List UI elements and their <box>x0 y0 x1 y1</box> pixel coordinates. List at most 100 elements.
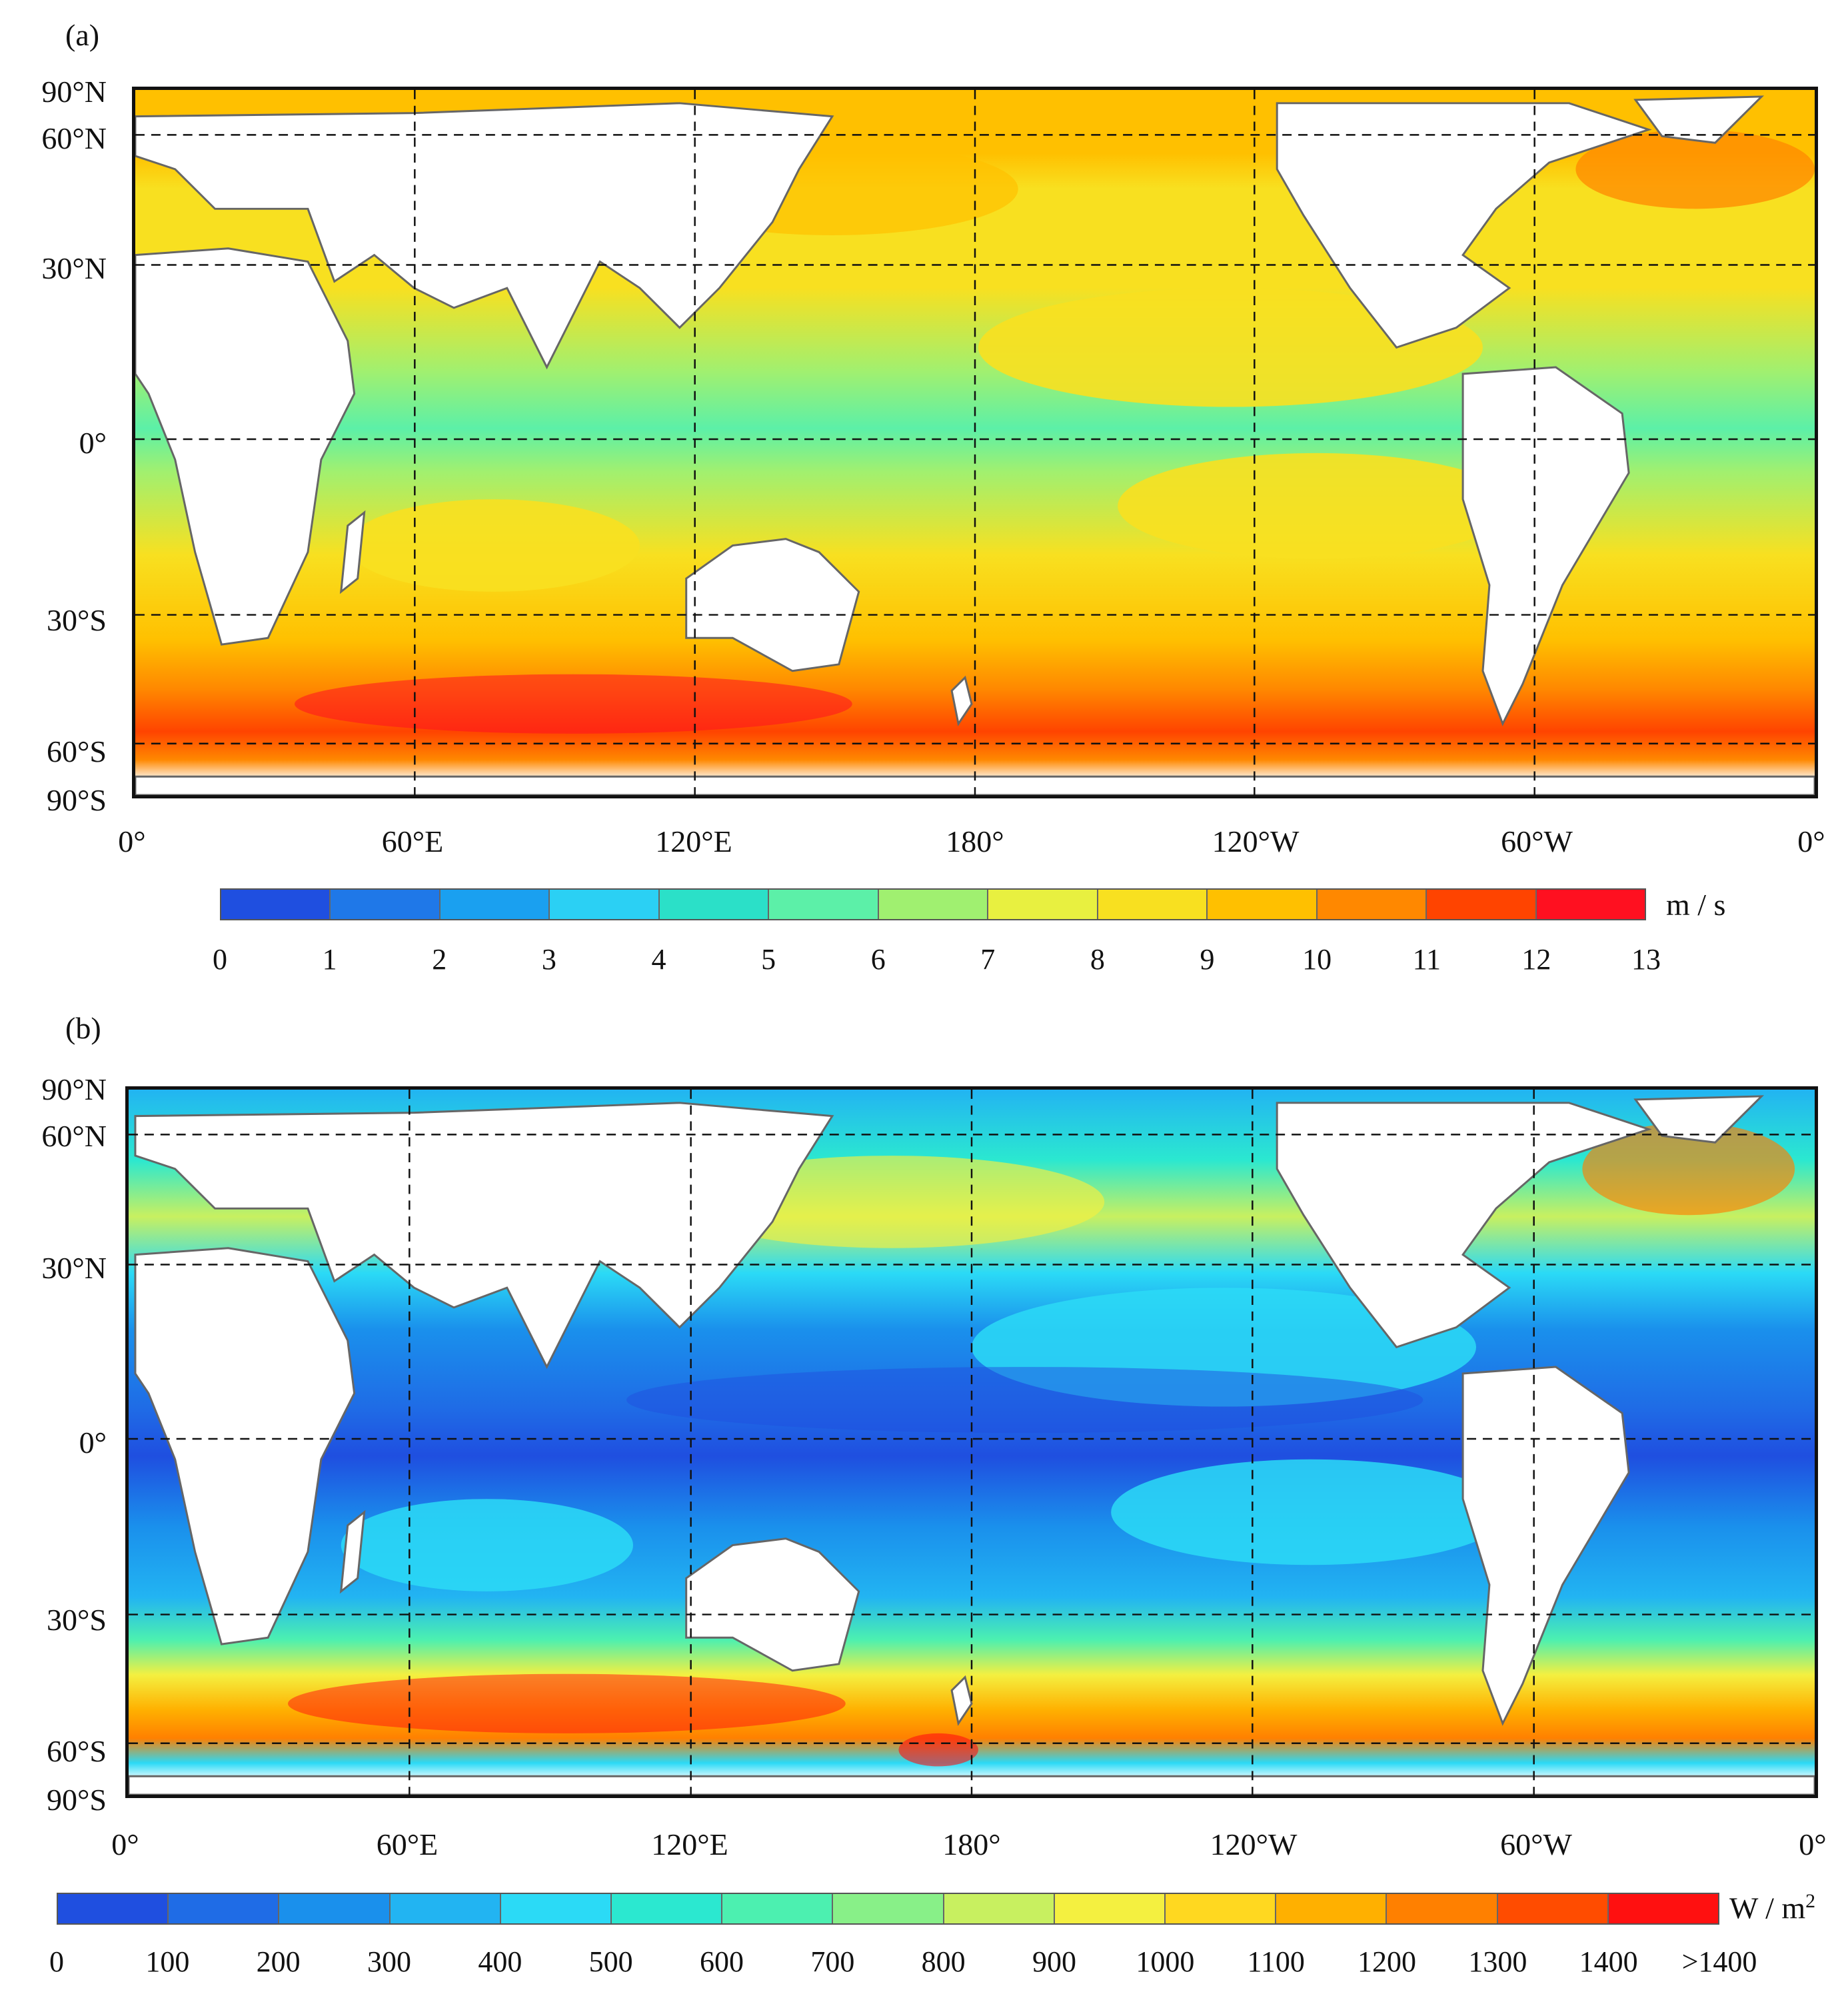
colorbar-tick-label: 500 <box>588 1945 633 1978</box>
lon-label-120e: 120°E <box>655 824 732 858</box>
colorbar-a-seg <box>440 890 550 919</box>
colorbar-a-seg <box>659 890 770 919</box>
colorbar-b-seg <box>279 1894 391 1923</box>
colorbar-tick-label: 200 <box>256 1945 301 1978</box>
colorbar-tick-label: 5 <box>761 943 776 976</box>
colorbar-b-seg <box>833 1894 944 1923</box>
colorbar-tick-label: 4 <box>651 943 666 976</box>
graticule-a <box>135 90 1815 795</box>
colorbar-tick-label: 3 <box>541 943 556 976</box>
colorbar-a-seg <box>331 890 441 919</box>
lat-label-60n: 60°N <box>41 1119 107 1153</box>
colorbar-tick-label: 1100 <box>1247 1945 1305 1978</box>
colorbar-b-seg <box>1608 1894 1719 1923</box>
landmass-b <box>129 1095 1815 1795</box>
lon-label-120w: 120°W <box>1212 824 1300 858</box>
lon-label-0-left: 0° <box>111 1827 139 1861</box>
colorbar-b <box>57 1893 1719 1925</box>
colorbar-tick-label: 800 <box>921 1945 966 1978</box>
colorbar-tick-label: 10 <box>1302 943 1332 976</box>
colorbar-a-seg <box>221 890 331 919</box>
lon-label-120w: 120°W <box>1210 1827 1298 1861</box>
lat-label-90n: 90°N <box>41 1072 107 1106</box>
colorbar-tick-label: 8 <box>1090 943 1105 976</box>
colorbar-a <box>220 888 1646 920</box>
colorbar-tick-label: 100 <box>145 1945 190 1978</box>
colorbar-b-unit: W / m2 <box>1729 1891 1815 1923</box>
panel-b-label: (b) <box>65 1011 101 1045</box>
lon-label-180: 180° <box>942 1827 1001 1861</box>
map-a-canvas <box>135 90 1815 795</box>
colorbar-a-seg <box>988 890 1098 919</box>
colorbar-a-seg <box>1536 890 1645 919</box>
colorbar-a-seg <box>550 890 660 919</box>
colorbar-b-seg <box>1054 1894 1166 1923</box>
lon-label-60w: 60°W <box>1500 1827 1572 1861</box>
colorbar-tick-label: 700 <box>810 1945 855 1978</box>
colorbar-tick-label: 1000 <box>1136 1945 1195 1978</box>
colorbar-tick-label: 13 <box>1631 943 1661 976</box>
colorbar-b-seg <box>612 1894 723 1923</box>
colorbar-a-seg <box>1208 890 1318 919</box>
lon-label-60e: 60°E <box>381 824 444 858</box>
colorbar-tick-label: >1400 <box>1681 1945 1757 1978</box>
colorbar-b-seg <box>1497 1894 1609 1923</box>
lat-label-90n: 90°N <box>41 75 107 109</box>
lon-label-60w: 60°W <box>1501 824 1573 858</box>
colorbar-tick-label: 1400 <box>1579 1945 1638 1978</box>
lat-label-0: 0° <box>79 1426 107 1460</box>
colorbar-tick-label: 9 <box>1200 943 1215 976</box>
lon-label-60e: 60°E <box>376 1827 439 1861</box>
map-b-canvas <box>129 1090 1815 1795</box>
colorbar-b-seg <box>1387 1894 1498 1923</box>
colorbar-tick-label: 1200 <box>1358 1945 1416 1978</box>
colorbar-b-unit-sup: 2 <box>1805 1890 1816 1912</box>
lat-label-60s: 60°S <box>47 1734 107 1768</box>
colorbar-b-seg <box>169 1894 280 1923</box>
colorbar-tick-label: 7 <box>980 943 996 976</box>
colorbar-b-seg <box>1276 1894 1387 1923</box>
colorbar-b-unit-text: W / m <box>1729 1891 1806 1925</box>
lon-label-0-left: 0° <box>118 824 146 858</box>
colorbar-tick-label: 300 <box>367 1945 411 1978</box>
map-a <box>132 87 1818 798</box>
lat-label-30n: 30°N <box>41 1251 107 1285</box>
colorbar-tick-label: 1 <box>322 943 337 976</box>
colorbar-tick-label: 11 <box>1412 943 1441 976</box>
colorbar-b-seg <box>500 1894 612 1923</box>
panel-a-label: (a) <box>65 18 100 52</box>
landmass-a <box>135 95 1815 795</box>
lon-label-120e: 120°E <box>651 1827 728 1861</box>
lat-label-90s: 90°S <box>47 783 107 817</box>
lat-label-30n: 30°N <box>41 251 107 285</box>
colorbar-a-seg <box>769 890 879 919</box>
lon-label-0-right: 0° <box>1799 1827 1827 1861</box>
colorbar-a-seg <box>878 890 989 919</box>
colorbar-tick-label: 0 <box>213 943 227 976</box>
lat-label-30s: 30°S <box>47 1603 107 1637</box>
colorbar-tick-label: 0 <box>49 1945 64 1978</box>
lat-label-30s: 30°S <box>47 603 107 637</box>
colorbar-a-seg <box>1427 890 1537 919</box>
colorbar-a-unit: m / s <box>1666 888 1726 922</box>
colorbar-b-seg <box>1166 1894 1277 1923</box>
lat-label-60s: 60°S <box>47 734 107 768</box>
colorbar-tick-label: 1300 <box>1468 1945 1527 1978</box>
colorbar-tick-label: 900 <box>1032 1945 1076 1978</box>
lat-label-90s: 90°S <box>47 1783 107 1817</box>
colorbar-b-seg <box>390 1894 501 1923</box>
colorbar-tick-label: 2 <box>432 943 447 976</box>
colorbar-b-seg <box>58 1894 169 1923</box>
lon-label-180: 180° <box>946 824 1004 858</box>
lat-label-60n: 60°N <box>41 121 107 155</box>
graticule-b <box>129 1090 1815 1795</box>
colorbar-a-seg <box>1098 890 1208 919</box>
lat-label-0: 0° <box>79 426 107 460</box>
map-b <box>125 1086 1818 1798</box>
colorbar-b-seg <box>722 1894 834 1923</box>
colorbar-tick-label: 400 <box>478 1945 522 1978</box>
colorbar-a-seg <box>1317 890 1427 919</box>
colorbar-tick-label: 6 <box>870 943 886 976</box>
lon-label-0-right: 0° <box>1797 824 1825 858</box>
colorbar-tick-label: 12 <box>1521 943 1551 976</box>
